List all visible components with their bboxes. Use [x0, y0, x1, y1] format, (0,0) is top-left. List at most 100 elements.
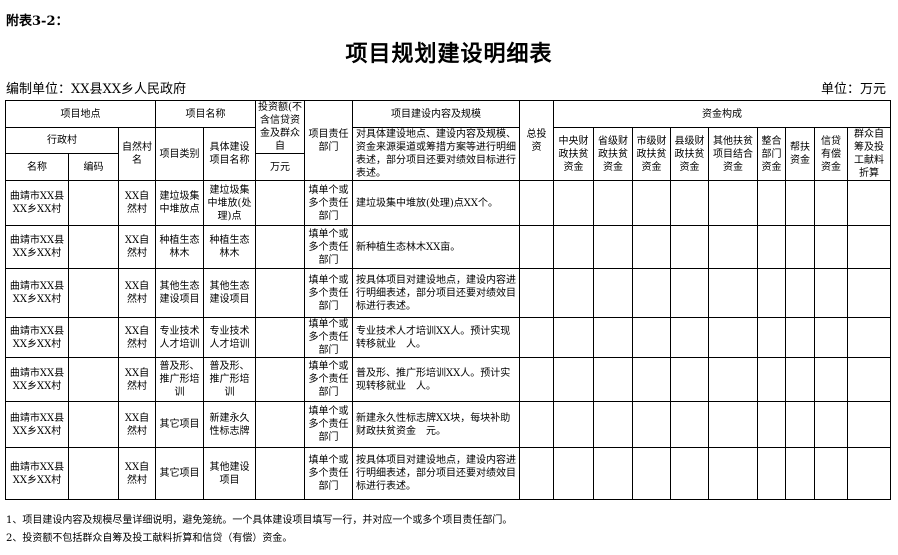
investment-cell — [255, 401, 305, 448]
village-code — [68, 447, 119, 500]
project-category: 专业技术人才培训 — [155, 317, 204, 358]
funding-cell — [847, 268, 891, 318]
specific-project: 种植生态林木 — [203, 225, 256, 269]
funding-cell — [632, 401, 671, 448]
village-admin-name: 曲靖市XX县XX乡XX村 — [5, 225, 69, 269]
village-admin-name: 曲靖市XX县XX乡XX村 — [5, 401, 69, 448]
project-content: 新建永久性标志牌XX块，每块补助财政扶贫资金 元。 — [352, 401, 520, 448]
natural-village: XX自然村 — [118, 357, 156, 402]
responsible-dept: 填单个或多个责任部门 — [304, 447, 353, 500]
funding-cell — [632, 317, 671, 358]
funding-cell — [553, 357, 594, 402]
project-content: 普及形、推广形培训XX人。预计实现转移就业 人。 — [352, 357, 520, 402]
funding-cell — [708, 225, 758, 269]
responsible-dept: 填单个或多个责任部门 — [304, 268, 353, 318]
funding-cell — [670, 225, 709, 269]
table-row: 曲靖市XX县XX乡XX村 XX自然村 种植生态林木 种植生态林木 填单个或多个责任部门新… — [5, 225, 891, 269]
natural-village: XX自然村 — [118, 225, 156, 269]
funding-cell — [593, 180, 633, 226]
funding-cell — [757, 317, 786, 358]
funding-cell — [847, 447, 891, 500]
village-admin-name: 曲靖市XX县XX乡XX村 — [5, 268, 69, 318]
responsible-dept: 填单个或多个责任部门 — [304, 357, 353, 402]
header-funding: 资金构成 — [553, 100, 891, 128]
funding-cell — [814, 180, 848, 226]
specific-project: 建垃圾集中堆放(处理)点 — [203, 180, 256, 226]
natural-village: XX自然村 — [118, 401, 156, 448]
specific-project: 专业技术人才培训 — [203, 317, 256, 358]
header-name: 名称 — [5, 153, 69, 181]
specific-project: 其他生态建设项目 — [203, 268, 256, 318]
funding-cell — [553, 268, 594, 318]
funding-cell — [757, 268, 786, 318]
project-category: 普及形、推广形培训 — [155, 357, 204, 402]
project-category: 其他生态建设项目 — [155, 268, 204, 318]
village-code — [68, 401, 119, 448]
header-fund: 省级财政扶贫资金 — [593, 127, 633, 181]
header-admin-village: 行政村 — [5, 127, 119, 154]
investment-cell — [255, 317, 305, 358]
village-admin-name: 曲靖市XX县XX乡XX村 — [5, 357, 69, 402]
funding-cell — [670, 357, 709, 402]
table-row: 曲靖市XX县XX乡XX村 XX自然村 建垃圾集中堆放点 建垃圾集中堆放(处理)点 填单个… — [5, 180, 891, 226]
funding-cell — [670, 268, 709, 318]
funding-cell — [814, 357, 848, 402]
header-fund: 中央财政扶贫资金 — [553, 127, 594, 181]
funding-cell — [670, 180, 709, 226]
funding-cell — [708, 447, 758, 500]
funding-cell — [814, 317, 848, 358]
village-code — [68, 317, 119, 358]
funding-cell — [814, 447, 848, 500]
funding-cell — [785, 180, 815, 226]
natural-village: XX自然村 — [118, 447, 156, 500]
funding-cell — [757, 401, 786, 448]
investment-cell — [255, 268, 305, 318]
funding-cell — [708, 317, 758, 358]
funding-cell — [814, 225, 848, 269]
village-code — [68, 357, 119, 402]
funding-cell — [708, 180, 758, 226]
header-project-name: 项目名称 — [155, 100, 256, 128]
project-content: 建垃圾集中堆放(处理)点XX个。 — [352, 180, 520, 226]
specific-project: 新建永久性标志牌 — [203, 401, 256, 448]
specific-project: 其他建设项目 — [203, 447, 256, 500]
unit-label: 单位：万元 — [820, 82, 886, 97]
project-category: 建垃圾集中堆放点 — [155, 180, 204, 226]
funding-cell — [708, 357, 758, 402]
header-fund: 群众自筹及投工献料折算 — [847, 127, 891, 181]
funding-cell — [553, 317, 594, 358]
header-category: 项目类别 — [155, 127, 204, 181]
funding-cell — [553, 225, 594, 269]
funding-cell — [553, 447, 594, 500]
funding-cell — [593, 357, 633, 402]
header-natural-village: 自然村名 — [118, 127, 156, 181]
appendix-label: 附表3-2： — [6, 14, 69, 29]
footnote: 1、项目建设内容及规模尽量详细说明，避免笼统。一个具体建设项目填写一行，并对应一… — [6, 515, 513, 526]
header-fund: 帮扶资金 — [785, 127, 815, 181]
table-row: 曲靖市XX县XX乡XX村 XX自然村 普及形、推广形培训 普及形、推广形培训 填单个或多… — [5, 357, 891, 402]
header-location: 项目地点 — [5, 100, 156, 128]
funding-cell — [632, 225, 671, 269]
project-plan-table: 项目地点 项目名称 投资额(不含信贷资金及群众自 项目责任部门 项目建设内容及规… — [5, 100, 891, 500]
header-total: 总投资 — [519, 100, 554, 181]
village-code — [68, 180, 119, 226]
funding-cell — [553, 401, 594, 448]
investment-cell — [255, 180, 305, 226]
investment-cell — [255, 447, 305, 500]
funding-cell — [632, 447, 671, 500]
project-content: 专业技术人才培训XX人。预计实现转移就业 人。 — [352, 317, 520, 358]
table-row: 曲靖市XX县XX乡XX村 XX自然村 其它项目 新建永久性标志牌 填单个或多个责任部门新… — [5, 401, 891, 448]
header-fund: 其他扶贫项目结合资金 — [708, 127, 758, 181]
funding-cell — [593, 225, 633, 269]
funding-cell — [757, 180, 786, 226]
funding-cell — [785, 225, 815, 269]
funding-cell — [757, 225, 786, 269]
funding-cell — [670, 447, 709, 500]
funding-cell — [708, 401, 758, 448]
total-investment-cell — [519, 225, 554, 269]
project-content: 新种植生态林木XX亩。 — [352, 225, 520, 269]
total-investment-cell — [519, 268, 554, 318]
investment-cell — [255, 357, 305, 402]
project-category: 其它项目 — [155, 447, 204, 500]
natural-village: XX自然村 — [118, 268, 156, 318]
